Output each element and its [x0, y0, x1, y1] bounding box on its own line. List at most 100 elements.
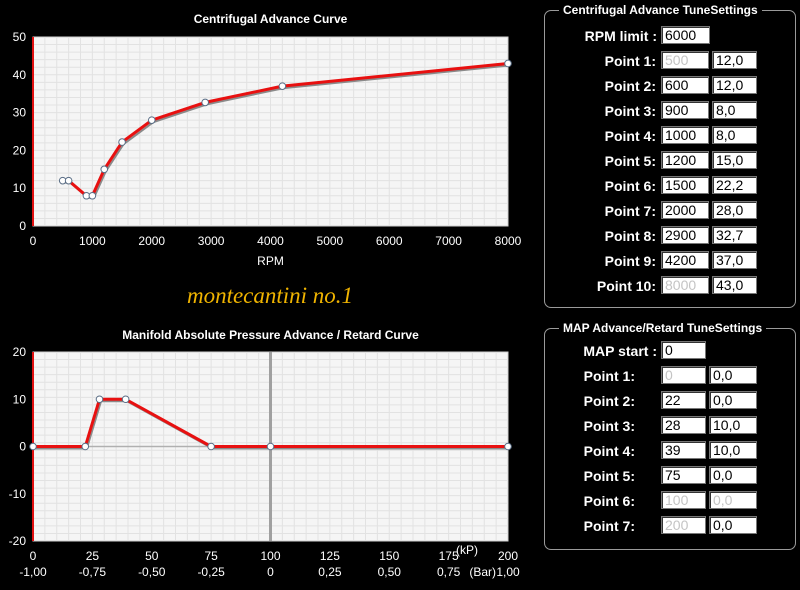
data-point[interactable]	[118, 138, 126, 146]
profile-name: montecantini no.1	[186, 283, 354, 308]
point-rpm-input[interactable]: 2900	[661, 226, 709, 244]
centrifugal-point-row: Point 8: 2900 32,7	[545, 225, 795, 247]
point-kpa-input[interactable]: 100	[661, 491, 706, 509]
point-advance-input[interactable]: 0,0	[709, 366, 757, 384]
point-advance-input[interactable]: 0,0	[709, 516, 757, 534]
data-point[interactable]	[64, 176, 73, 185]
point-advance-input[interactable]: 10,0	[709, 416, 757, 434]
x2-tick-label: -1,00	[19, 565, 47, 579]
point-rpm-input[interactable]: 500	[661, 51, 709, 69]
point-kpa-input[interactable]: 39	[661, 441, 706, 459]
point-label: Point 6:	[583, 493, 635, 509]
x2-tick-label: 0	[267, 565, 274, 579]
data-point[interactable]	[100, 165, 109, 174]
x-tick-label: 5000	[317, 234, 344, 248]
point-rpm-input[interactable]: 2000	[661, 201, 709, 219]
data-point[interactable]	[504, 442, 512, 451]
x-tick-label: 1000	[79, 234, 106, 248]
map-point-row: Point 6: 100 0,0	[545, 490, 795, 512]
x-tick-label: 4000	[257, 234, 284, 248]
point-advance-input[interactable]: 0,0	[709, 491, 757, 509]
point-kpa-input[interactable]: 28	[661, 416, 706, 434]
point-label: Point 9:	[604, 253, 656, 269]
map-point-row: Point 3: 28 10,0	[545, 415, 795, 437]
x-tick-label: 25	[86, 549, 100, 563]
point-advance-input[interactable]: 15,0	[712, 151, 757, 169]
point-advance-input[interactable]: 28,0	[712, 201, 757, 219]
point-label: Point 7:	[583, 518, 635, 534]
point-kpa-input[interactable]: 75	[661, 466, 706, 484]
point-advance-input[interactable]: 32,7	[712, 226, 757, 244]
x-tick-label: 0	[30, 549, 37, 563]
data-point[interactable]	[29, 442, 37, 451]
data-point[interactable]	[201, 98, 209, 107]
point-advance-input[interactable]: 8,0	[712, 126, 757, 144]
point-label: Point 10:	[596, 278, 656, 294]
map-start-input[interactable]: 0	[661, 341, 706, 359]
x-tick-label: 100	[260, 549, 280, 563]
data-point[interactable]	[147, 116, 156, 124]
y-tick-label: 40	[13, 68, 27, 82]
x-tick-label: 150	[379, 549, 399, 563]
y-tick-label: 50	[13, 30, 27, 44]
charts-area: Centrifugal Advance Curve 0 1000 2000 3000 40…	[9, 12, 522, 579]
y-tick-label: -20	[9, 534, 27, 548]
point-rpm-input[interactable]: 4200	[661, 251, 709, 269]
rpm-limit-label: RPM limit :	[584, 28, 657, 44]
centrifugal-point-row: Point 2: 600 12,0	[545, 75, 795, 97]
point-advance-input[interactable]: 37,0	[712, 251, 757, 269]
data-point[interactable]	[207, 442, 215, 451]
centrifugal-point-row: Point 4: 1000 8,0	[545, 125, 795, 147]
point-label: Point 1:	[583, 368, 635, 384]
point-rpm-input[interactable]: 1000	[661, 126, 709, 144]
point-advance-input[interactable]: 8,0	[712, 101, 757, 119]
data-point[interactable]	[121, 395, 130, 404]
point-advance-input[interactable]: 43,0	[712, 276, 757, 294]
centrifugal-point-row: Point 5: 1200 15,0	[545, 150, 795, 172]
point-rpm-input[interactable]: 600	[661, 76, 709, 94]
point-rpm-input[interactable]: 1500	[661, 176, 709, 194]
point-rpm-input[interactable]: 8000	[661, 276, 709, 294]
point-kpa-input[interactable]: 200	[661, 516, 706, 534]
point-kpa-input[interactable]: 0	[661, 366, 706, 384]
centrifugal-point-row: Point 10: 8000 43,0	[545, 275, 795, 297]
map-point-row: Point 5: 75 0,0	[545, 465, 795, 487]
point-kpa-input[interactable]: 22	[661, 391, 706, 409]
centrifugal-point-row: Point 6: 1500 22,2	[545, 175, 795, 197]
point-label: Point 4:	[604, 128, 656, 144]
data-point[interactable]	[95, 395, 104, 404]
x-tick-label: 175	[439, 549, 459, 563]
point-label: Point 8:	[604, 228, 656, 244]
y-tick-label: 0	[19, 440, 26, 454]
centrifugal-point-row: Point 7: 2000 28,0	[545, 200, 795, 222]
x-tick-label: 75	[204, 549, 218, 563]
data-point[interactable]	[504, 59, 512, 68]
point-advance-input[interactable]: 12,0	[712, 76, 757, 94]
data-point[interactable]	[266, 442, 275, 451]
x-tick-label: 50	[145, 549, 159, 563]
point-label: Point 7:	[604, 203, 656, 219]
point-advance-input[interactable]: 12,0	[712, 51, 757, 69]
x-tick-label: 7000	[435, 234, 462, 248]
x-tick-label: 125	[320, 549, 340, 563]
chart-title: Manifold Absolute Pressure Advance / Ret…	[122, 328, 419, 342]
y-tick-label: 0	[19, 219, 26, 233]
map-panel-title: MAP Advance/Retard TuneSettings	[559, 320, 767, 336]
centrifugal-point-row: Point 1: 500 12,0	[545, 50, 795, 72]
x2-tick-label: -0,50	[138, 565, 166, 579]
x-tick-label: 200	[498, 549, 518, 563]
point-rpm-input[interactable]: 1200	[661, 151, 709, 169]
data-point[interactable]	[278, 82, 287, 90]
point-advance-input[interactable]: 0,0	[709, 466, 757, 484]
centrifugal-panel-title: Centrifugal Advance TuneSettings	[559, 2, 762, 18]
point-advance-input[interactable]: 10,0	[709, 441, 757, 459]
point-advance-input[interactable]: 22,2	[712, 176, 757, 194]
centrifugal-tune-settings-panel: Centrifugal Advance TuneSettings RPM lim…	[544, 2, 796, 308]
series-line	[62, 62, 509, 198]
data-point[interactable]	[88, 191, 97, 200]
point-rpm-input[interactable]: 900	[661, 101, 709, 119]
data-point[interactable]	[81, 442, 90, 451]
point-advance-input[interactable]: 0,0	[709, 391, 757, 409]
rpm-limit-input[interactable]: 6000	[661, 26, 710, 44]
y-tick-label: 20	[13, 345, 27, 359]
